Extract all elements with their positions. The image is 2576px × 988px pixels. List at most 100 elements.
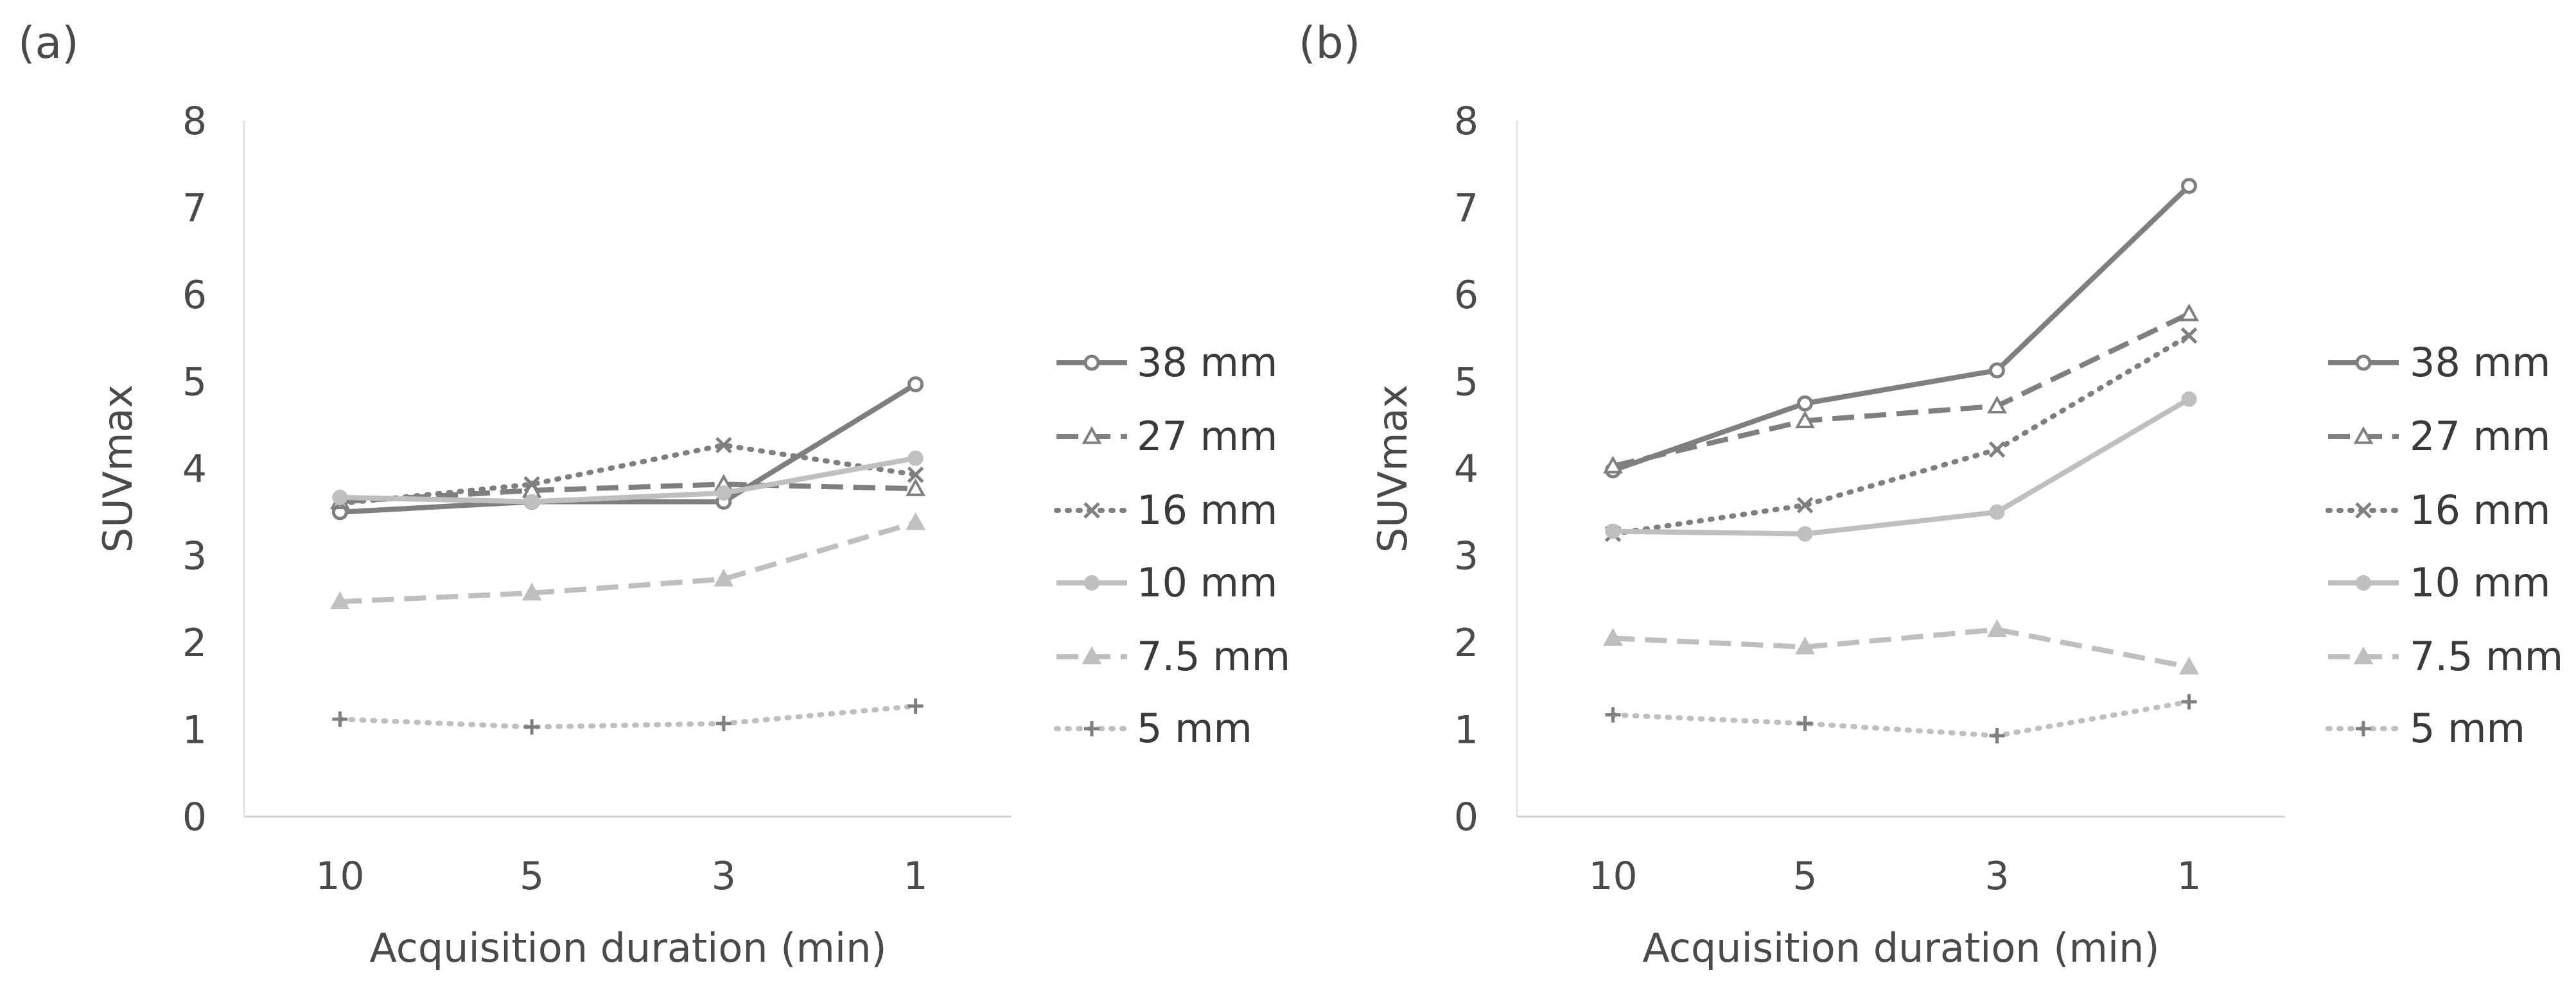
legend-item: 7.5 mm	[1056, 633, 1290, 680]
y-tick-label: 2	[182, 621, 207, 666]
data-point	[2181, 694, 2197, 710]
data-point	[1605, 523, 1621, 539]
data-point	[714, 568, 734, 587]
legend-marker	[1084, 721, 1100, 736]
data-point	[2181, 391, 2197, 407]
y-axis-title: SUVmax	[94, 385, 141, 553]
y-tick-label: 8	[182, 99, 207, 144]
data-point	[1797, 395, 1813, 412]
legend-marker	[1083, 502, 1100, 519]
data-point	[907, 698, 924, 714]
panel-label: (b)	[1299, 18, 1360, 69]
y-tick-label: 4	[182, 447, 207, 492]
data-point	[907, 376, 924, 393]
legend-item: 10 mm	[1056, 559, 1277, 606]
y-tick-label: 0	[182, 795, 207, 840]
data-point	[907, 450, 924, 466]
data-point	[524, 494, 540, 510]
series-line	[1612, 184, 2191, 473]
data-point	[715, 485, 732, 501]
data-point	[1988, 441, 2006, 458]
data-point	[332, 711, 348, 727]
legend-label: 38 mm	[2410, 339, 2550, 386]
legend-label: 7.5 mm	[2410, 633, 2563, 680]
series-line	[1612, 311, 2191, 469]
data-point	[2179, 303, 2199, 322]
data-point	[1796, 497, 1814, 514]
data-point	[1989, 504, 2005, 520]
x-tick-label: 10	[315, 854, 364, 899]
data-point	[907, 466, 924, 483]
legend-marker	[2356, 575, 2371, 591]
legend-marker	[2355, 502, 2372, 519]
data-point	[1605, 707, 1621, 723]
legend-label: 27 mm	[2410, 413, 2550, 460]
panel-label: (a)	[18, 18, 79, 69]
series-line	[1610, 699, 2192, 738]
data-point	[2180, 327, 2198, 344]
y-tick-label: 5	[182, 360, 207, 405]
y-tick-label: 1	[1454, 708, 1478, 753]
y-tick-label: 3	[1454, 534, 1478, 579]
series-16-mm	[1604, 327, 2198, 542]
y-axis-title: SUVmax	[1369, 385, 1416, 553]
data-point	[1795, 636, 1815, 655]
y-tick-label: 1	[182, 708, 207, 753]
chart-panel-0: (a) 0 1 2 3 4 5 6 7 8 10 5 3 1 Acquisition duration (m…	[18, 18, 1290, 971]
legend-label: 5 mm	[1137, 705, 1252, 752]
legend-marker	[1083, 354, 1100, 371]
data-point	[1603, 628, 1623, 646]
legend-item: 16 mm	[2326, 487, 2550, 533]
data-point	[1989, 727, 2005, 743]
legend-label: 16 mm	[1137, 487, 1277, 533]
legend-label: 7.5 mm	[1137, 633, 1290, 680]
data-point	[1989, 362, 2005, 379]
series-38-mm	[1605, 178, 2197, 479]
legend-label: 10 mm	[2410, 559, 2550, 606]
data-point	[715, 716, 732, 732]
series-7-5-mm	[329, 512, 926, 609]
x-tick-label: 5	[1792, 854, 1817, 899]
legend-label: 27 mm	[1137, 413, 1277, 460]
series-27-mm	[1603, 303, 2199, 474]
legend-item: 5 mm	[2326, 705, 2525, 752]
legend-item: 38 mm	[2328, 339, 2550, 386]
legend-label: 10 mm	[1137, 559, 1277, 606]
legend-marker	[1082, 646, 1102, 664]
legend-item: 27 mm	[2328, 413, 2550, 460]
x-axis-title: Acquisition duration (min)	[369, 924, 886, 971]
legend-item: 16 mm	[1054, 487, 1277, 533]
y-tick-label: 6	[182, 273, 207, 318]
chart-panel-1: (b) 0 1 2 3 4 5 6 7 8 10 5 3 1 Acquisition duration (m…	[1299, 18, 2563, 971]
series-7-5-mm	[1603, 619, 2199, 675]
x-tick-label: 1	[904, 854, 928, 899]
data-point	[2181, 178, 2197, 195]
data-point	[2179, 656, 2199, 675]
legend-item: 27 mm	[1056, 413, 1277, 460]
y-tick-label: 2	[1454, 621, 1478, 666]
series-line	[1613, 627, 2190, 670]
data-point	[523, 476, 540, 493]
legend-item: 5 mm	[1054, 705, 1252, 752]
data-point	[332, 489, 348, 505]
x-tick-label: 10	[1588, 854, 1637, 899]
legend-label: 38 mm	[1137, 339, 1277, 386]
y-tick-label: 8	[1454, 99, 1478, 144]
x-axis-title: Acquisition duration (min)	[1642, 924, 2159, 971]
series-line	[1610, 333, 2192, 537]
series-5-mm	[332, 698, 924, 735]
y-tick-label: 6	[1454, 273, 1478, 318]
series-line	[340, 382, 917, 515]
x-tick-label: 5	[520, 854, 544, 899]
y-tick-label: 5	[1454, 360, 1478, 405]
y-tick-label: 7	[182, 186, 207, 231]
series-line	[340, 520, 916, 605]
data-point	[715, 437, 732, 454]
legend-marker	[2353, 646, 2374, 664]
x-tick-label: 1	[2177, 854, 2201, 899]
data-point	[521, 582, 542, 601]
y-tick-label: 7	[1454, 186, 1478, 231]
legend-item: 10 mm	[2328, 559, 2550, 606]
series-5-mm	[1605, 694, 2197, 743]
